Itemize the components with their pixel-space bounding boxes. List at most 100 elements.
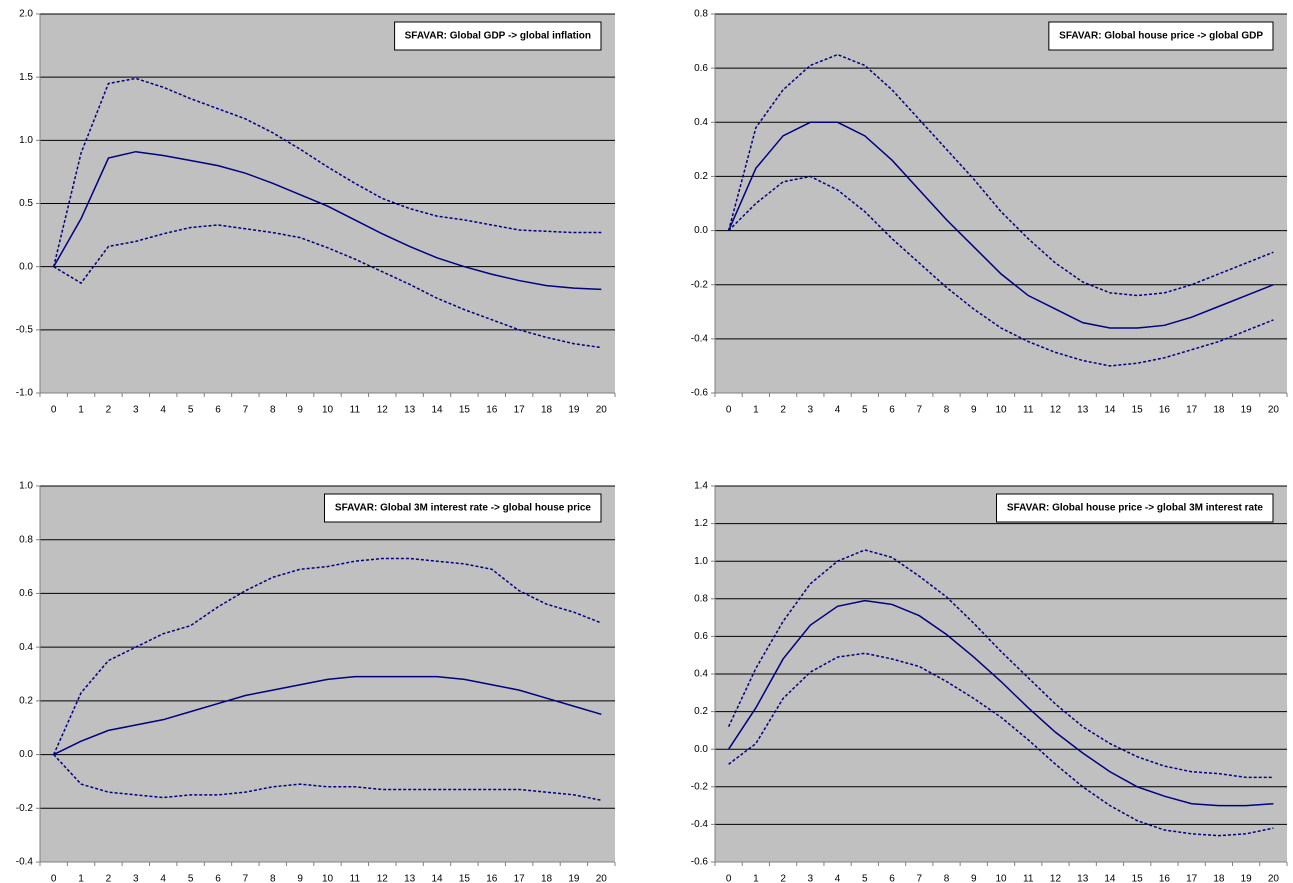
y-tick-label: 1.0	[694, 556, 708, 567]
x-tick-label: 16	[486, 874, 498, 883]
x-tick-label: 15	[1132, 405, 1144, 416]
x-tick-label: 6	[889, 874, 895, 883]
x-tick-label: 10	[322, 874, 334, 883]
x-tick-label: 7	[243, 405, 249, 416]
x-tick-label: 6	[215, 874, 221, 883]
x-tick-label: 7	[243, 874, 249, 883]
y-tick-label: 0.2	[694, 706, 708, 717]
chart-title: SFAVAR: Global house price -> global 3M …	[1007, 503, 1264, 514]
x-tick-label: 14	[431, 405, 443, 416]
x-tick-label: 0	[726, 874, 732, 883]
x-tick-label: 16	[1159, 874, 1171, 883]
y-tick-label: 0.6	[694, 631, 708, 642]
series-line	[727, 599, 1274, 807]
x-tick-label: 1	[753, 405, 759, 416]
x-tick-label: 12	[1050, 874, 1062, 883]
x-tick-label: 4	[835, 874, 841, 883]
title-box	[995, 493, 1274, 523]
y-tick-label: 0.4	[19, 642, 33, 653]
x-tick-label: 3	[133, 405, 139, 416]
x-tick-label: 9	[971, 405, 977, 416]
x-tick-label: 5	[862, 405, 868, 416]
y-tick-label: 1.2	[694, 518, 708, 529]
title-box	[394, 21, 602, 51]
x-tick-label: 11	[350, 874, 361, 883]
x-tick-label: 19	[1241, 405, 1253, 416]
x-tick-label: 14	[1104, 405, 1116, 416]
x-tick-label: 16	[486, 405, 498, 416]
x-tick-label: 13	[1077, 405, 1089, 416]
x-tick-label: 12	[377, 874, 389, 883]
y-tick-label: 0.6	[19, 588, 33, 599]
x-tick-label: 20	[596, 874, 608, 883]
x-tick-label: 20	[1268, 405, 1280, 416]
series-line	[53, 754, 602, 801]
x-tick-label: 13	[404, 874, 416, 883]
x-tick-label: 18	[1213, 874, 1225, 883]
x-tick-label: 1	[78, 405, 84, 416]
series-line	[728, 652, 1274, 837]
x-tick-label: 18	[541, 874, 553, 883]
y-tick-label: 1.0	[19, 135, 33, 146]
title-box	[323, 493, 602, 523]
x-tick-label: 17	[514, 874, 526, 883]
x-tick-label: 7	[917, 405, 923, 416]
x-tick-label: 19	[1241, 874, 1253, 883]
y-tick-label: 0.8	[694, 9, 708, 20]
y-tick-label: 2.0	[19, 9, 33, 20]
x-tick-label: 15	[459, 874, 471, 883]
x-tick-label: 18	[541, 405, 553, 416]
y-tick-label: 1.5	[19, 72, 33, 83]
chart-title: SFAVAR: Global 3M interest rate -> globa…	[335, 503, 592, 514]
x-tick-label: 2	[780, 405, 786, 416]
x-tick-label: 11	[1023, 874, 1034, 883]
x-tick-label: 9	[297, 874, 303, 883]
x-tick-label: 4	[835, 405, 841, 416]
chart: -0.6-0.4-0.20.00.20.40.60.80 1 2 3 4 5 6 7 8 9 10 1…	[691, 9, 1288, 416]
x-tick-label: 6	[889, 405, 895, 416]
x-tick-label: 0	[726, 405, 732, 416]
x-tick-label: 5	[188, 405, 194, 416]
title-box	[1048, 21, 1274, 51]
x-tick-label: 9	[297, 405, 303, 416]
x-tick-label: 20	[596, 405, 608, 416]
y-tick-label: -0.5	[16, 324, 34, 335]
y-tick-label: 1.0	[19, 481, 33, 492]
y-tick-label: 0.0	[19, 749, 33, 760]
chart: -1.0-0.50.00.51.01.52.00 1 2 3 4 5 6 7 8 9 10 11 12 1…	[16, 9, 616, 416]
x-tick-label: 0	[51, 874, 57, 883]
y-tick-label: 0.6	[694, 63, 708, 74]
x-tick-label: 15	[1132, 874, 1144, 883]
x-tick-label: 8	[944, 874, 950, 883]
plot-area	[40, 486, 615, 862]
x-tick-label: 8	[270, 405, 276, 416]
x-tick-label: 0	[51, 405, 57, 416]
y-tick-label: -0.4	[691, 333, 709, 344]
x-tick-label: 2	[780, 874, 786, 883]
x-tick-label: 17	[1186, 874, 1198, 883]
y-tick-label: -0.4	[16, 857, 34, 868]
x-tick-label: 14	[431, 874, 443, 883]
y-tick-label: 1.4	[694, 481, 708, 492]
x-tick-label: 5	[862, 874, 868, 883]
y-tick-label: 0.4	[694, 117, 708, 128]
y-tick-label: 0.0	[694, 744, 708, 755]
x-tick-label: 11	[350, 405, 361, 416]
x-tick-label: 14	[1104, 874, 1116, 883]
y-tick-label: 0.5	[19, 198, 33, 209]
x-tick-label: 13	[1077, 874, 1089, 883]
x-tick-label: 10	[995, 874, 1007, 883]
chart: -0.4-0.20.00.20.40.60.81.00 1 2 3 4 5 6 7 8 9 10 11…	[16, 481, 616, 883]
y-tick-label: 0.0	[19, 261, 33, 272]
x-tick-label: 3	[808, 405, 814, 416]
series-line	[53, 675, 602, 756]
chart: -0.6-0.4-0.20.00.20.40.60.81.01.21.40 1 2 3…	[691, 481, 1288, 883]
x-tick-label: 18	[1213, 405, 1225, 416]
y-tick-label: 0.4	[694, 669, 708, 680]
y-tick-label: 0.8	[19, 534, 33, 545]
x-tick-label: 15	[459, 405, 471, 416]
x-tick-label: 7	[917, 874, 923, 883]
y-tick-label: -0.4	[691, 819, 709, 830]
x-tick-label: 11	[1023, 405, 1034, 416]
